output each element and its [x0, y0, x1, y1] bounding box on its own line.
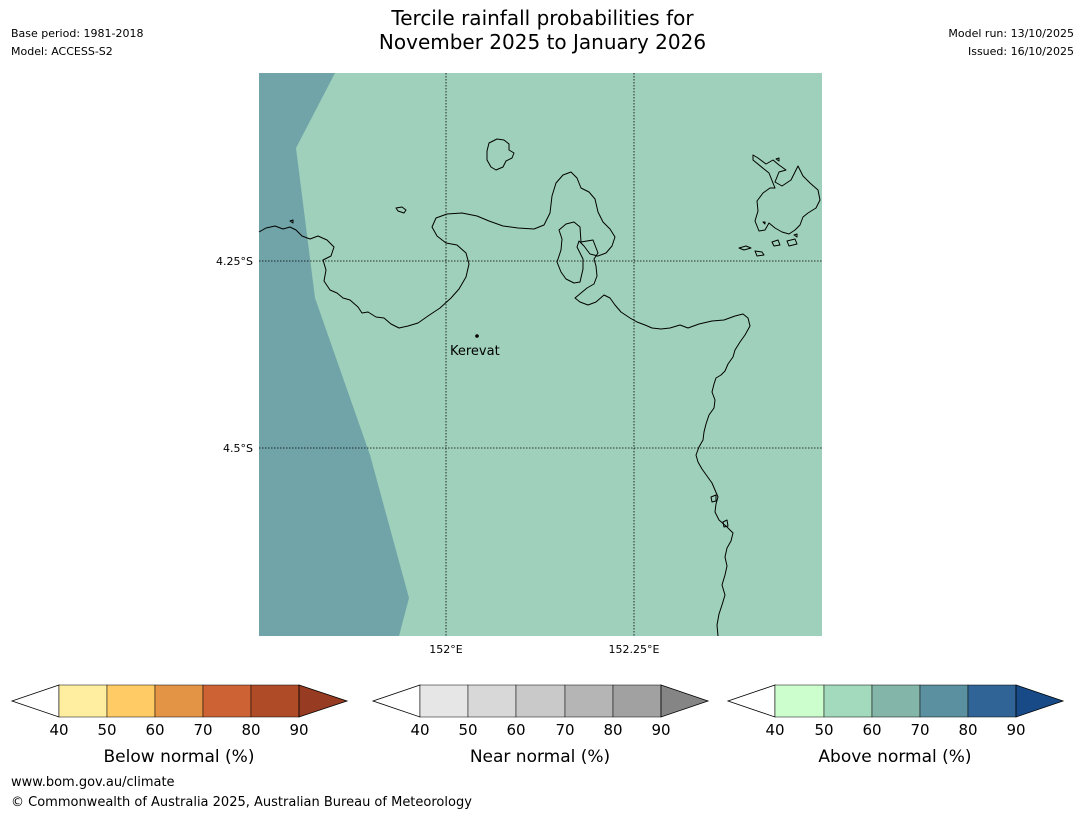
colorbar-near-tick-40: 40	[410, 721, 429, 739]
header-meta-right: Model run: 13/10/2025 Issued: 16/10/2025	[948, 25, 1074, 61]
colorbar-near-swatch-4	[564, 684, 614, 718]
colorbar-below-tick-40: 40	[49, 721, 68, 739]
map-title: Tercile rainfall probabilities for Novem…	[0, 6, 1085, 54]
islet-duke-7	[775, 157, 780, 162]
colorbar-above-tick-80: 80	[958, 721, 977, 739]
islet-west	[395, 206, 407, 214]
map-panel: Kerevat 4.25°S 4.5°S 152°E 152.25°E	[216, 73, 822, 656]
place-label-kerevat: Kerevat	[450, 344, 500, 359]
colorbar-above-swatch-1	[774, 684, 825, 718]
colorbar-above-tick-50: 50	[814, 721, 833, 739]
colorbar-near-title: Near normal (%)	[470, 747, 610, 767]
colorbar-near-tick-60: 60	[506, 721, 525, 739]
islet-duke-6	[762, 221, 766, 225]
model-text: Model: ACCESS-S2	[11, 45, 113, 58]
island-duke-main	[752, 154, 821, 235]
title-line-1: Tercile rainfall probabilities for	[391, 6, 694, 30]
colorbar-near-swatch-3	[515, 684, 566, 718]
islet-duke-5	[793, 233, 798, 238]
islet-duke-4	[786, 238, 798, 247]
footer-url[interactable]: www.bom.gov.au/climate	[11, 775, 175, 790]
colorbar-below-tick-80: 80	[241, 721, 260, 739]
colorbar-below-swatch-1	[58, 684, 108, 718]
lat-label-4-25: 4.25°S	[216, 255, 253, 268]
coastlines	[258, 138, 821, 637]
colorbar-below-tick-60: 60	[145, 721, 164, 739]
islet-duke-1	[738, 245, 752, 251]
kerevat-marker	[475, 334, 479, 338]
colorbar-near-swatch-1	[419, 684, 469, 718]
issued-text: Issued: 16/10/2025	[967, 45, 1074, 58]
colorbar-below-title: Below normal (%)	[104, 747, 255, 767]
colorbar-near-extend-high	[660, 684, 710, 718]
colorbar-above-swatch-5	[967, 684, 1017, 718]
colorbar-near-tick-70: 70	[555, 721, 574, 739]
colorbar-near-normal: 40 50 60 70 80 90 Near normal (%)	[371, 684, 710, 767]
title-line-2: November 2025 to January 2026	[378, 30, 707, 54]
colorbar-near-extend-low	[371, 684, 421, 718]
colorbar-below-swatch-3	[154, 684, 204, 718]
coastline-main	[258, 171, 751, 637]
colorbar-below-extend-high	[298, 684, 349, 718]
header-meta-left: Base period: 1981-2018 Model: ACCESS-S2	[11, 25, 143, 61]
colorbar-above-extend-low	[726, 684, 776, 718]
lon-label-152: 152°E	[429, 643, 462, 656]
lon-label-152-25: 152.25°E	[609, 643, 660, 656]
footer-copyright: © Commonwealth of Australia 2025, Austra…	[11, 795, 472, 810]
colorbar-below-tick-90: 90	[289, 721, 308, 739]
lat-label-4-5: 4.5°S	[223, 442, 253, 455]
island-north	[486, 138, 515, 171]
colorbar-near-tick-90: 90	[651, 721, 670, 739]
colorbar-above-normal: 40 50 60 70 80 90 Above normal (%)	[726, 684, 1065, 767]
colorbar-above-tick-90: 90	[1006, 721, 1025, 739]
islet-duke-2	[754, 250, 765, 257]
colorbar-below-swatch-2	[106, 684, 156, 718]
colorbar-near-tick-50: 50	[458, 721, 477, 739]
colorbar-below-tick-50: 50	[97, 721, 116, 739]
model-run-text: Model run: 13/10/2025	[948, 27, 1074, 40]
colorbar-above-swatch-4	[919, 684, 969, 718]
colorbar-above-tick-40: 40	[765, 721, 784, 739]
colorbar-above-tick-60: 60	[862, 721, 881, 739]
probability-band-60-70	[259, 73, 409, 636]
colorbar-below-normal: 40 50 60 70 80 90 Below normal (%)	[10, 684, 349, 767]
colorbar-above-swatch-2	[823, 684, 873, 718]
colorbar-above-title: Above normal (%)	[818, 747, 971, 767]
colorbar-below-tick-70: 70	[193, 721, 212, 739]
colorbar-below-swatch-5	[250, 684, 300, 718]
islet-east-2	[722, 519, 729, 528]
islet-east-1	[710, 494, 717, 503]
islet-duke-3	[771, 239, 781, 247]
colorbar-near-tick-80: 80	[603, 721, 622, 739]
colorbar-above-extend-high	[1015, 684, 1065, 718]
islet-point	[289, 219, 294, 224]
colorbar-below-swatch-4	[202, 684, 252, 718]
colorbar-above-swatch-3	[871, 684, 921, 718]
colorbar-near-swatch-2	[467, 684, 517, 718]
colorbar-below-extend-low	[10, 684, 60, 718]
base-period-text: Base period: 1981-2018	[11, 27, 144, 40]
colorbar-above-tick-70: 70	[910, 721, 929, 739]
colorbar-near-swatch-5	[612, 684, 662, 718]
graticule	[259, 73, 822, 636]
